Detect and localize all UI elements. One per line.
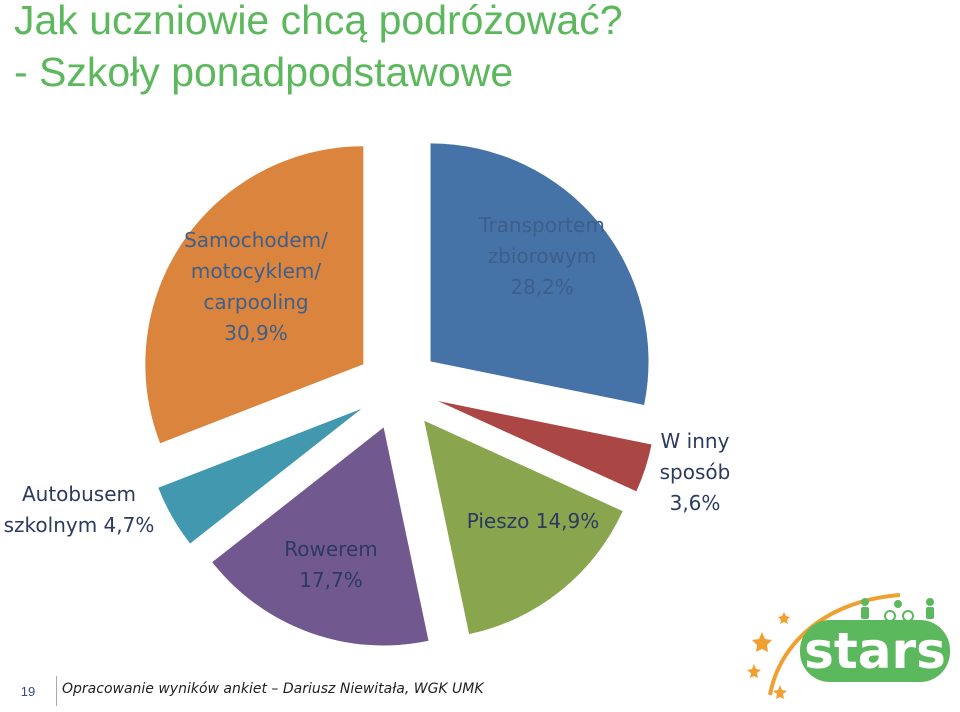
slice-label-1: Transportem zbiorowym 28,2% [479,212,605,299]
slice-label-4: Rowerem 17,7% [284,537,378,592]
page-title: Jak uczniowie chcą podróżować? - Szkoły … [14,0,623,98]
pie-slice-2 [437,400,652,492]
logo-text: stars [804,622,946,680]
slice-label-3: Pieszo 14,9% [466,508,600,533]
title-line-2: - Szkoły ponadpodstawowe [14,49,514,95]
slice-label-2: W inny sposób 3,6% [659,428,731,515]
pie-slice-3 [424,420,623,635]
pie-slice-4 [212,427,429,646]
slice-label-5: Autobusem szkolnym 4,7% [3,482,155,537]
pie-slice-5 [158,408,362,544]
pie-slice-1 [430,143,649,405]
footer-note: Opracowanie wyników ankiet – Dariusz Nie… [62,681,484,697]
page-number: 19 [20,684,36,699]
footer-divider [56,676,57,706]
slice-label-6: Samochodem/ motocyklem/ carpooling 30,9% [184,228,328,345]
pie-slice-6 [145,146,364,444]
stars-logo: stars [747,593,950,699]
title-line-1: Jak uczniowie chcą podróżować? [14,0,623,43]
